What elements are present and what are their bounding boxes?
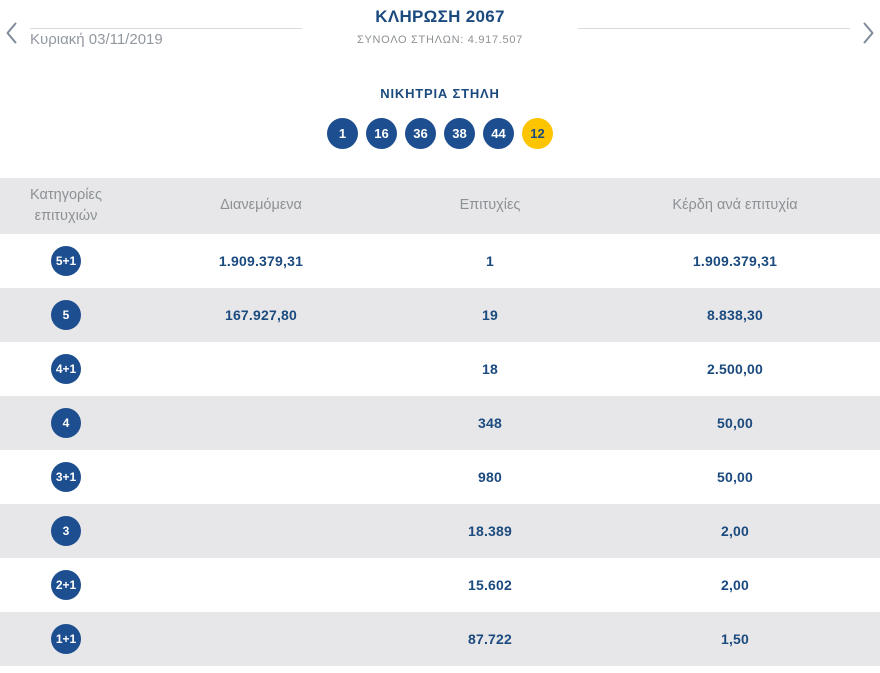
winning-numbers: 1 16 36 38 44 12	[0, 118, 880, 149]
prize-value: 1,50	[720, 631, 750, 647]
category-badge: 1+1	[51, 624, 81, 654]
column-header-prize: Κέρδη ανά επιτυχία	[672, 197, 798, 214]
winning-column-section: ΝΙΚΗΤΡΙΑ ΣΤΗΛΗ 1 16 36 38 44 12	[0, 86, 880, 149]
winners-value: 18.389	[467, 523, 513, 539]
category-badge: 4+1	[51, 354, 81, 384]
table-row: 2+1 15.602 2,00	[0, 558, 880, 612]
chevron-right-icon	[863, 22, 874, 47]
prize-value: 50,00	[716, 469, 754, 485]
header-divider-left	[30, 28, 302, 29]
category-badge: 5+1	[51, 246, 81, 276]
prize-value: 1.909.379,31	[692, 253, 778, 269]
draw-header: ΚΛΗΡΩΣΗ 2067 ΣΥΝΟΛΟ ΣΤΗΛΩΝ: 4.917.507 Κυ…	[0, 0, 880, 62]
table-row: 5 167.927,80 19 8.838,30	[0, 288, 880, 342]
winners-value: 87.722	[467, 631, 513, 647]
prize-value: 2,00	[720, 523, 750, 539]
winning-number-ball: 36	[405, 118, 436, 149]
table-row: 1+1 87.722 1,50	[0, 612, 880, 666]
prize-value: 2.500,00	[706, 361, 764, 377]
total-columns-label: ΣΥΝΟΛΟ ΣΤΗΛΩΝ:	[356, 34, 464, 46]
winning-column-title: ΝΙΚΗΤΡΙΑ ΣΤΗΛΗ	[380, 86, 500, 101]
distributed-value: 167.927,80	[224, 307, 298, 323]
draw-title: ΚΛΗΡΩΣΗ 2067	[375, 7, 505, 26]
column-header-distributed: Διανεμόμενα	[220, 197, 302, 214]
category-badge: 2+1	[51, 570, 81, 600]
next-draw-button[interactable]	[859, 18, 878, 48]
winners-value: 348	[478, 415, 502, 431]
prize-value: 50,00	[716, 415, 754, 431]
winners-value: 18	[482, 361, 498, 377]
winning-number-ball: 44	[483, 118, 514, 149]
total-columns: ΣΥΝΟΛΟ ΣΤΗΛΩΝ: 4.917.507	[0, 34, 880, 46]
category-badge: 3	[51, 516, 81, 546]
table-header-row: Κατηγορίες επιτυχιών Διανεμόμενα Επιτυχί…	[0, 178, 880, 234]
distributed-value: 1.909.379,31	[218, 253, 304, 269]
table-row: 4+1 18 2.500,00	[0, 342, 880, 396]
results-table: Κατηγορίες επιτυχιών Διανεμόμενα Επιτυχί…	[0, 178, 880, 666]
table-row: 5+1 1.909.379,31 1 1.909.379,31	[0, 234, 880, 288]
table-row: 3+1 980 50,00	[0, 450, 880, 504]
draw-header-center: ΚΛΗΡΩΣΗ 2067 ΣΥΝΟΛΟ ΣΤΗΛΩΝ: 4.917.507	[0, 0, 880, 46]
winners-value: 19	[482, 307, 498, 323]
category-badge: 5	[51, 300, 81, 330]
category-badge: 4	[51, 408, 81, 438]
joker-number-ball: 12	[522, 118, 553, 149]
header-divider-right	[578, 28, 850, 29]
winners-value: 980	[478, 469, 502, 485]
previous-draw-button[interactable]	[2, 18, 21, 48]
table-row: 4 348 50,00	[0, 396, 880, 450]
winning-number-ball: 16	[366, 118, 397, 149]
column-header-winners: Επιτυχίες	[459, 197, 521, 214]
chevron-left-icon	[6, 22, 17, 47]
category-badge: 3+1	[51, 462, 81, 492]
winning-number-ball: 38	[444, 118, 475, 149]
winning-number-ball: 1	[327, 118, 358, 149]
table-row: 3 18.389 2,00	[0, 504, 880, 558]
column-header-categories: Κατηγορίες επιτυχιών	[30, 186, 102, 224]
winners-value: 15.602	[467, 577, 513, 593]
prize-value: 8.838,30	[706, 307, 764, 323]
winners-value: 1	[486, 253, 494, 269]
draw-date: Κυριακή 03/11/2019	[30, 31, 171, 48]
prize-value: 2,00	[720, 577, 750, 593]
total-columns-value: 4.917.507	[467, 34, 524, 46]
